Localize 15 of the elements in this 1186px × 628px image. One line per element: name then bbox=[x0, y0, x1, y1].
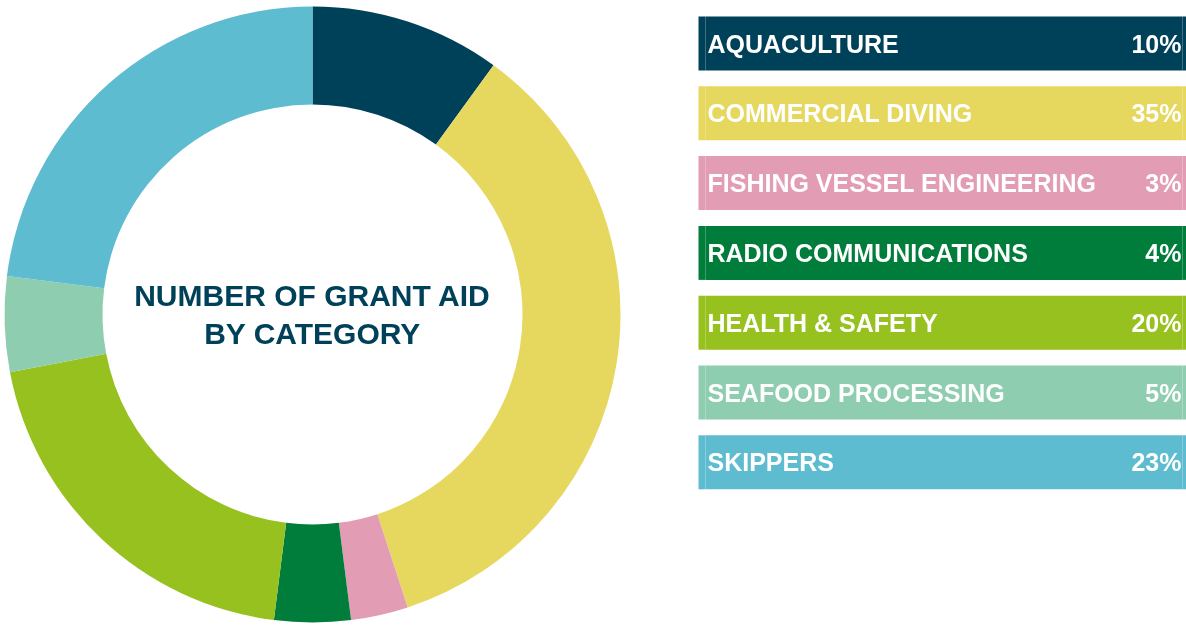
legend-label: SKIPPERS bbox=[707, 448, 834, 477]
text: NUMBER OF GRANT AID BY CATEGORY bbox=[134, 279, 490, 350]
data-label: 23% bbox=[1131, 448, 1182, 477]
legend-label: RADIO COMMUNICATIONS bbox=[707, 238, 1028, 267]
legend-label: AQUACULTURE bbox=[707, 29, 899, 58]
data-label: 5% bbox=[1145, 378, 1182, 407]
legend-label: FISHING VESSEL ENGINEERING bbox=[707, 169, 1097, 198]
data-label: 4% bbox=[1145, 238, 1182, 267]
data-label: 10% bbox=[1131, 29, 1182, 58]
legend-label: HEALTH & SAFETY bbox=[707, 308, 938, 337]
data-label: 3% bbox=[1145, 169, 1182, 198]
legend-label: COMMERCIAL DIVING bbox=[707, 99, 973, 128]
data-label: 20% bbox=[1131, 308, 1182, 337]
data-label: 35% bbox=[1131, 99, 1182, 128]
legend-label: SEAFOOD PROCESSING bbox=[707, 378, 1005, 407]
